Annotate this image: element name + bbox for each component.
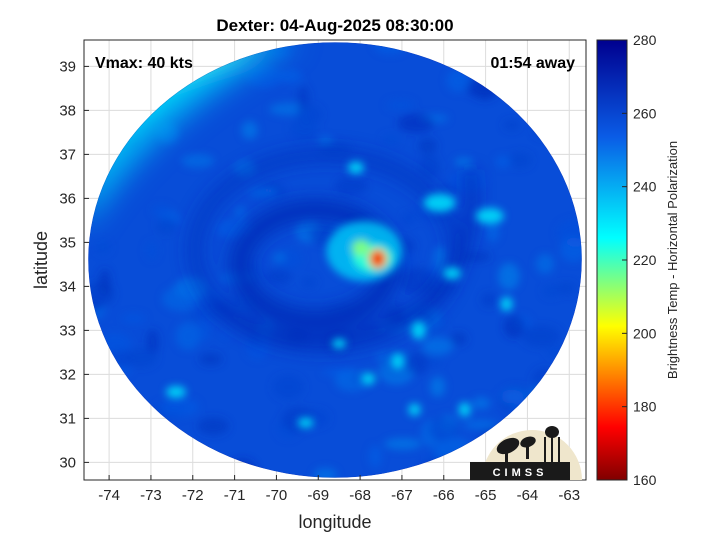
colorbar-label: Brightness Temp - Horizontal Polarizatio… (665, 141, 680, 379)
y-tick-label: 36 (59, 190, 76, 207)
storm-core (326, 221, 403, 282)
y-tick-label: 33 (59, 322, 76, 339)
y-tick-label: 32 (59, 366, 76, 383)
y-axis: 30 31 32 33 34 35 36 37 38 39 (59, 58, 89, 471)
colorbar-tick-label: 200 (633, 325, 657, 341)
y-axis-label: latitude (31, 231, 51, 289)
colorbar-tick-label: 160 (633, 472, 657, 488)
y-tick-label: 39 (59, 58, 76, 75)
x-tick-label: -67 (391, 487, 413, 504)
vmax-annotation: Vmax: 40 kts (95, 55, 193, 72)
x-tick-label: -70 (266, 487, 288, 504)
y-tick-label: 30 (59, 454, 76, 471)
microwave-swath (88, 42, 582, 478)
x-tick-label: -65 (475, 487, 497, 504)
x-tick-label: -69 (307, 487, 329, 504)
x-axis-label: longitude (298, 512, 371, 532)
colorbar-tick-label: 220 (633, 252, 657, 268)
y-tick-label: 38 (59, 102, 76, 119)
x-axis: -74 -73 -72 -71 -70 -69 -68 -67 -66 -65 -64 -63 (98, 475, 580, 504)
x-tick-label: -72 (182, 487, 204, 504)
time-away-annotation: 01:54 away (490, 55, 575, 72)
x-tick-label: -63 (558, 487, 580, 504)
colorbar-tick-label: 260 (633, 105, 657, 121)
y-tick-label: 34 (59, 278, 76, 295)
y-tick-label: 37 (59, 146, 76, 163)
x-tick-label: -73 (140, 487, 162, 504)
cimss-logo-text: CIMSS (493, 467, 548, 479)
y-tick-label: 35 (59, 234, 76, 251)
colorbar-tick-label: 240 (633, 179, 657, 195)
colorbar-tick-label: 280 (633, 32, 657, 48)
x-tick-label: -71 (224, 487, 246, 504)
chart-title: Dexter: 04-Aug-2025 08:30:00 (216, 16, 453, 35)
plot-frame (83, 39, 587, 481)
colorbar-tick-label: 180 (633, 399, 657, 415)
colorbar-ticks: 160 180 200 220 240 260 280 (622, 32, 657, 488)
x-tick-label: -74 (98, 487, 120, 504)
x-tick-label: -68 (349, 487, 371, 504)
x-tick-label: -64 (517, 487, 539, 504)
cimss-logo: CIMSS (470, 426, 582, 480)
x-tick-label: -66 (433, 487, 455, 504)
convective-cells (166, 161, 513, 428)
y-tick-label: 31 (59, 410, 76, 427)
colorbar: 160 180 200 220 240 260 280 Brightness Temp - … (596, 32, 680, 488)
